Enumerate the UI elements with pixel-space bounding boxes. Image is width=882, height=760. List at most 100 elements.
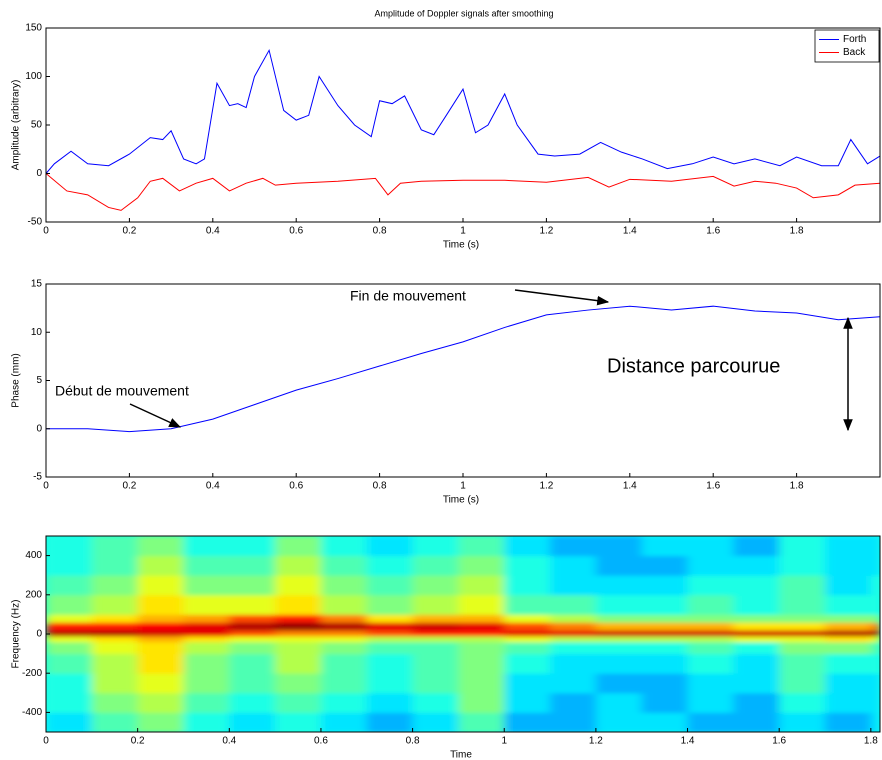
heatmap-cell — [366, 635, 414, 643]
heatmap-cell — [320, 653, 368, 674]
y-tick-label: 15 — [31, 279, 43, 290]
heatmap-cell — [412, 575, 459, 596]
x-tick-label: 0.8 — [406, 736, 420, 747]
heatmap-cell — [366, 614, 414, 623]
heatmap — [46, 536, 880, 732]
heatmap-cell — [595, 594, 643, 615]
heatmap-cell — [91, 692, 139, 713]
heatmap-cell — [733, 641, 780, 655]
heatmap-cell — [137, 594, 184, 615]
heatmap-cell — [870, 653, 880, 674]
heatmap-cell — [229, 630, 276, 637]
x-tick-label: 0 — [43, 481, 49, 492]
data-line — [46, 305, 881, 433]
heatmap-cell — [137, 555, 184, 576]
heatmap-cell — [779, 536, 826, 557]
heatmap-cell — [733, 712, 780, 732]
heatmap-cell — [91, 575, 139, 596]
x-tick-label: 0.8 — [373, 226, 387, 237]
heatmap-cell — [137, 653, 184, 674]
heatmap-cell — [183, 555, 230, 576]
heatmap-cell — [46, 712, 93, 732]
heatmap-cell — [412, 536, 459, 557]
heatmap-cell — [137, 712, 184, 732]
legend-box — [814, 29, 880, 63]
heatmap-cell — [183, 653, 230, 674]
heatmap-cell — [320, 630, 368, 637]
x-tick-label: 0 — [43, 736, 49, 747]
heatmap-cell — [595, 630, 643, 637]
heatmap-cell — [458, 641, 505, 655]
heatmap-cell — [733, 622, 780, 631]
plot-area — [46, 28, 880, 222]
heatmap-cell — [183, 630, 230, 637]
heatmap-cell — [412, 635, 459, 643]
heatmap-cell — [779, 712, 826, 732]
heatmap-cell — [550, 575, 597, 596]
heatmap-cell — [412, 673, 459, 694]
y-tick-label: 200 — [25, 589, 42, 600]
x-tick-label: 0.6 — [314, 736, 328, 747]
heatmap-cell — [595, 653, 643, 674]
heatmap-cell — [687, 594, 734, 615]
y-axis-label: Frequency (Hz) — [11, 600, 22, 669]
heatmap-cell — [91, 641, 139, 655]
x-tick-label: 1.2 — [589, 736, 603, 747]
heatmap-cell — [229, 594, 276, 615]
heatmap-cell — [91, 536, 139, 557]
y-tick-label: 10 — [31, 327, 43, 338]
chart-title: Amplitude of Doppler signals after smoot… — [374, 8, 553, 18]
heatmap-cell — [504, 712, 551, 732]
heatmap-cell — [870, 635, 880, 643]
heatmap-cell — [550, 635, 597, 643]
heatmap-cell — [595, 692, 643, 713]
heatmap-cell — [46, 622, 93, 631]
heatmap-cell — [779, 594, 826, 615]
heatmap-cell — [595, 614, 643, 623]
heatmap-cell — [779, 614, 826, 623]
heatmap-cell — [46, 555, 93, 576]
heatmap-cell — [870, 641, 880, 655]
heatmap-cell — [46, 536, 93, 557]
heatmap-cell — [870, 630, 880, 637]
heatmap-cell — [733, 673, 780, 694]
heatmap-cell — [458, 614, 505, 623]
heatmap-cell — [641, 630, 689, 637]
heatmap-cell — [458, 594, 505, 615]
heatmap-cell — [687, 622, 734, 631]
heatmap-cell — [779, 630, 826, 637]
heatmap-cell — [412, 641, 459, 655]
heatmap-cell — [183, 673, 230, 694]
x-tick-label: 1.4 — [623, 481, 637, 492]
heatmap-cell — [275, 630, 322, 637]
heatmap-cell — [504, 653, 551, 674]
x-tick-label: 1.2 — [539, 481, 553, 492]
heatmap-cell — [275, 692, 322, 713]
heatmap-cell — [183, 536, 230, 557]
heatmap-cell — [504, 594, 551, 615]
y-axis-label: Phase (mm) — [11, 353, 22, 407]
heatmap-cell — [137, 630, 184, 637]
heatmap-cell — [366, 630, 414, 637]
heatmap-cell — [687, 712, 734, 732]
heatmap-cell — [229, 635, 276, 643]
heatmap-cell — [137, 575, 184, 596]
heatmap-cell — [550, 536, 597, 557]
heatmap-cell — [229, 712, 276, 732]
heatmap-cell — [870, 673, 880, 694]
heatmap-cell — [550, 673, 597, 694]
heatmap-cell — [641, 622, 689, 631]
x-tick-label: 1.2 — [539, 226, 553, 237]
heatmap-cell — [641, 692, 689, 713]
heatmap-cell — [275, 575, 322, 596]
heatmap-cell — [779, 622, 826, 631]
heatmap-cell — [91, 555, 139, 576]
legend-label: Forth — [843, 34, 866, 45]
heatmap-cell — [46, 653, 93, 674]
heatmap-cell — [46, 594, 93, 615]
heatmap-cell — [550, 712, 597, 732]
heatmap-cell — [870, 614, 880, 623]
heatmap-cell — [825, 653, 872, 674]
heatmap-cell — [366, 622, 414, 631]
